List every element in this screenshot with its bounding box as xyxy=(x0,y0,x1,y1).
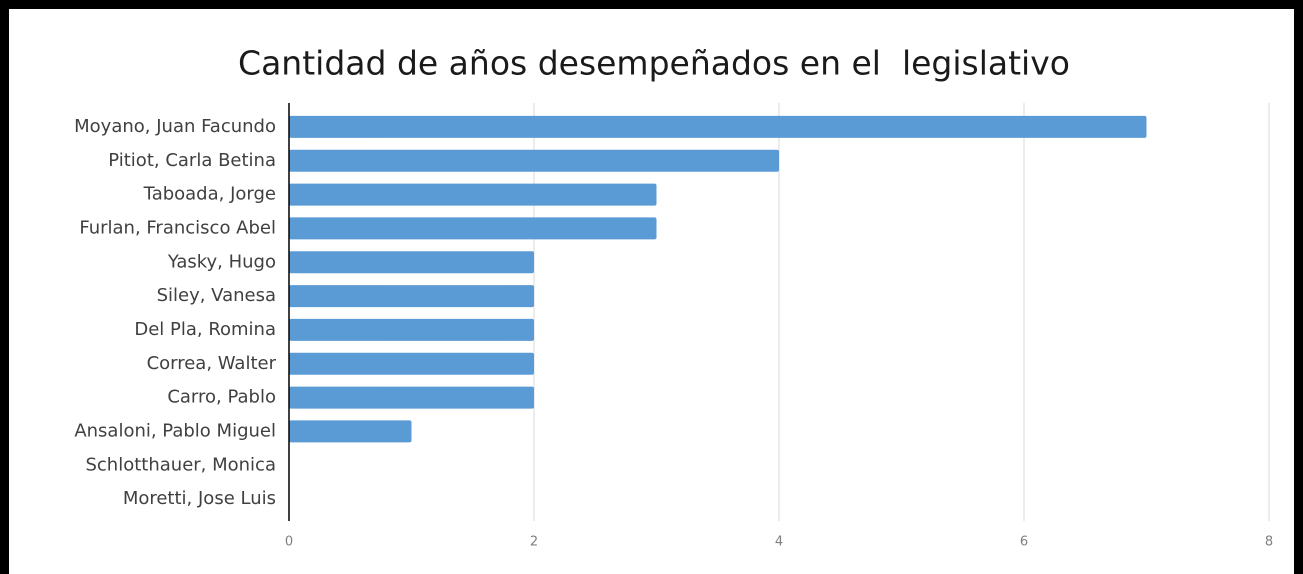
bar xyxy=(289,183,657,206)
bar xyxy=(289,149,779,172)
bar xyxy=(289,386,534,409)
bar xyxy=(289,115,1147,138)
y-tick-label: Yasky, Hugo xyxy=(167,251,276,272)
chart-title: Cantidad de años desempeñados en el legi… xyxy=(238,44,1070,83)
y-tick-label: Ansaloni, Pablo Miguel xyxy=(74,420,276,441)
y-tick-label: Pitiot, Carla Betina xyxy=(108,150,276,171)
bar xyxy=(289,318,534,341)
x-tick-label: 2 xyxy=(530,535,538,550)
bar xyxy=(289,420,412,443)
y-tick-label: Taboada, Jorge xyxy=(143,184,276,205)
bar xyxy=(289,217,657,240)
y-tick-label: Moretti, Jose Luis xyxy=(123,488,276,509)
x-tick-label: 4 xyxy=(775,535,783,550)
bar xyxy=(289,285,534,308)
bar xyxy=(289,251,534,274)
x-tick-label: 8 xyxy=(1265,535,1273,550)
y-tick-label: Del Pla, Romina xyxy=(134,319,276,340)
x-tick-label: 0 xyxy=(285,535,293,550)
bar xyxy=(289,352,534,375)
x-tick-label: 6 xyxy=(1020,535,1028,550)
y-tick-label: Furlan, Francisco Abel xyxy=(79,217,276,238)
y-tick-label: Carro, Pablo xyxy=(167,387,276,408)
y-tick-label: Moyano, Juan Facundo xyxy=(74,116,276,137)
y-tick-label: Correa, Walter xyxy=(147,353,277,374)
plot-background xyxy=(9,9,1294,574)
y-tick-label: Siley, Vanesa xyxy=(157,285,276,306)
y-tick-label: Schlotthauer, Monica xyxy=(85,454,276,475)
